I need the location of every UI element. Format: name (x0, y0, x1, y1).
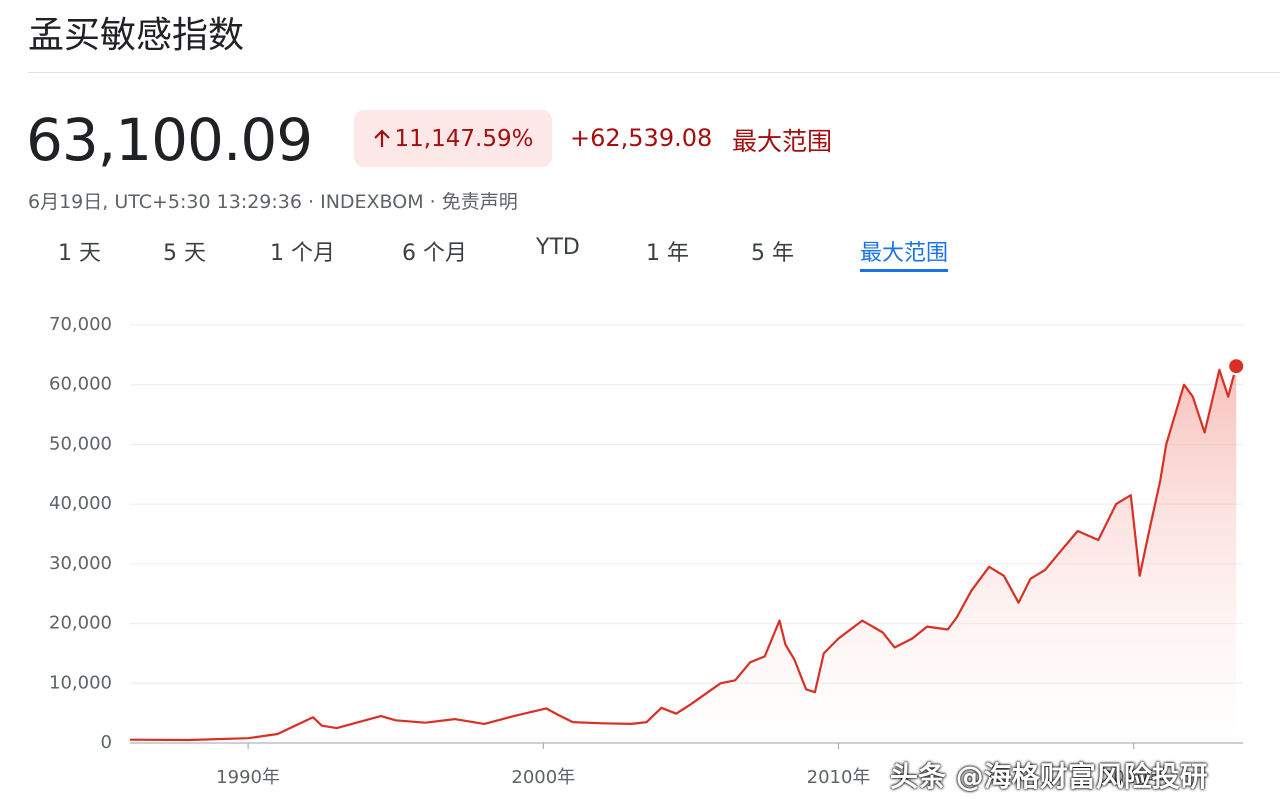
tab[interactable]: 1 个月 (270, 241, 335, 266)
line (129, 365, 1238, 742)
y-tick-label: 70,000 (49, 314, 112, 335)
tab[interactable]: 5 天 (163, 241, 206, 266)
tab[interactable]: YTD (536, 235, 580, 260)
y-tick-label: 40,000 (49, 493, 112, 514)
watermark: 头条 @海格财富风险投研 (890, 760, 1208, 793)
up-arrow (373, 128, 390, 147)
title: 孟买敏感指数 (28, 15, 245, 56)
price: 63,100.09 (26, 106, 313, 174)
y-tick-label: 50,000 (49, 433, 112, 454)
last-point (1227, 357, 1246, 376)
tab[interactable]: 1 天 (58, 241, 101, 266)
tab[interactable]: 最大范围 (860, 235, 949, 272)
area (130, 366, 1237, 743)
y-tick-label: 20,000 (49, 613, 112, 634)
y-tick-label: 30,000 (49, 553, 112, 574)
divider (28, 72, 1280, 73)
x-tick-label: 1990年 (216, 767, 280, 788)
subtitle: 6月19日, UTC+5:30 13:29:36 · INDEXBOM · 免责… (28, 191, 518, 213)
y-tick-label: 60,000 (49, 374, 112, 395)
change: +62,539.08 (570, 124, 713, 152)
x-tick-label: 2020年 (1102, 767, 1166, 788)
tab[interactable]: 6 个月 (402, 241, 467, 266)
change-pill: 11,147.59% (354, 110, 552, 167)
change-percent: 11,147.59% (394, 125, 534, 152)
x-tick-label: 2000年 (511, 767, 575, 788)
y-tick-label: 10,000 (49, 672, 112, 693)
tab[interactable]: 5 年 (751, 241, 794, 266)
range-label: 最大范围 (732, 127, 833, 156)
x-tick-label: 2010年 (807, 767, 871, 788)
tab[interactable]: 1 年 (646, 241, 689, 266)
y-tick-label: 0 (101, 732, 112, 753)
